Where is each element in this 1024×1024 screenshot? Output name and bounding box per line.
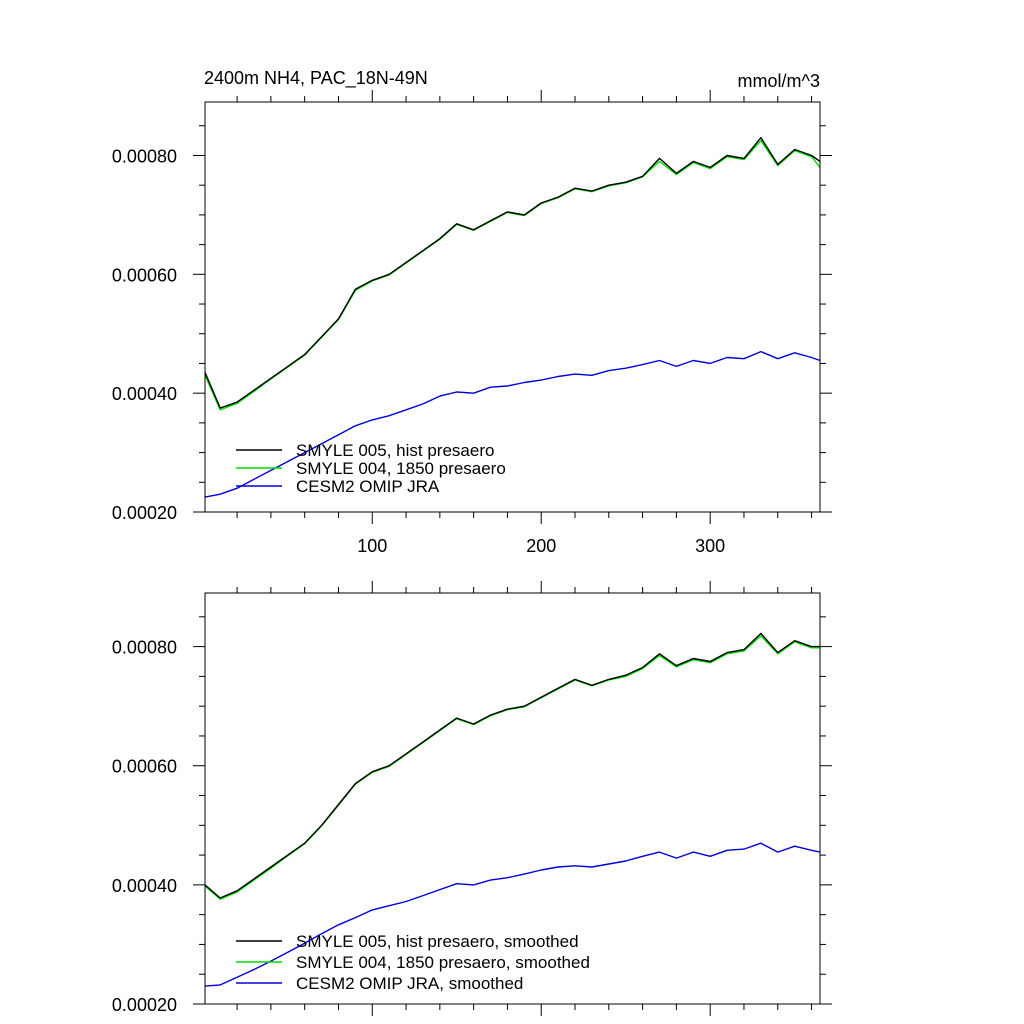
series-line-0 [204, 136, 821, 409]
y-tick-label: 0.00040 [112, 876, 177, 896]
series-line-1 [204, 635, 820, 900]
y-tick-label: 0.00060 [112, 265, 177, 285]
series-line-2 [204, 350, 821, 498]
legend-label-1: SMYLE 004, 1850 presaero, smoothed [296, 953, 590, 972]
y-tick-label: 0.00020 [112, 995, 177, 1015]
series-line-2 [204, 842, 821, 987]
legend-label-1: SMYLE 004, 1850 presaero [296, 459, 506, 478]
legend-label-0: SMYLE 005, hist presaero, smoothed [296, 932, 579, 951]
y-tick-label: 0.00080 [112, 146, 177, 166]
y-tick-label: 0.00060 [112, 757, 177, 777]
y-tick-label: 0.00020 [112, 503, 177, 523]
series-line-1 [204, 139, 821, 411]
series-line-0 [204, 632, 820, 899]
x-tick-label: 100 [357, 536, 387, 556]
bottom-panel: 0.00020 0.00040 0.00060 0.00080 SMYLE 005, h… [112, 581, 832, 1016]
x-tick-label: 200 [526, 536, 556, 556]
x-tick-label: 300 [695, 536, 725, 556]
y-tick-label: 0.00040 [112, 384, 177, 404]
chart-title: 2400m NH4, PAC_18N-49N [204, 68, 428, 89]
legend-label-2: CESM2 OMIP JRA [296, 477, 440, 496]
plot-frame [204, 101, 821, 513]
legend-label-2: CESM2 OMIP JRA, smoothed [296, 974, 523, 993]
plot-frame [204, 592, 821, 1005]
top-panel: 100 200 300 0.00020 0.00040 0.00060 0.00080 SMY… [112, 90, 832, 556]
legend-label-0: SMYLE 005, hist presaero [296, 441, 494, 460]
units-label: mmol/m^3 [738, 71, 820, 91]
y-tick-label: 0.00080 [112, 638, 177, 658]
